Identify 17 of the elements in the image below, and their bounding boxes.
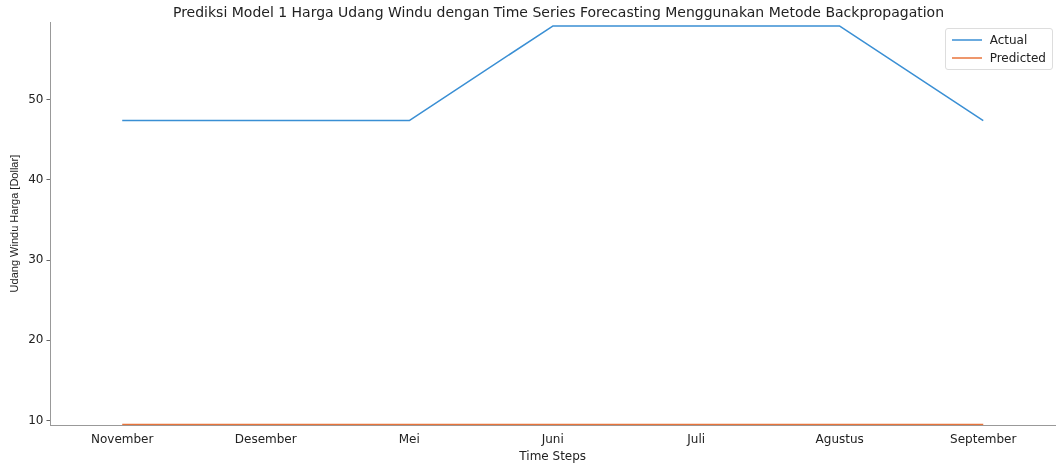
y-axis-title: Udang Windu Harga [Dollar] bbox=[7, 154, 20, 293]
legend-label: Predicted bbox=[989, 51, 1046, 65]
y-tick-label: 10 bbox=[28, 412, 44, 427]
y-tick-label: 50 bbox=[28, 91, 44, 106]
x-tick-label: Juli bbox=[686, 431, 706, 446]
y-tick-label: 20 bbox=[28, 332, 44, 347]
y-tick-label: 30 bbox=[28, 252, 44, 267]
x-tick-label: Juni bbox=[540, 431, 564, 446]
x-axis-title: Time Steps bbox=[518, 448, 587, 463]
x-tick-label: Mei bbox=[398, 431, 420, 446]
x-tick-label: November bbox=[91, 431, 154, 446]
y-tick-label: 40 bbox=[28, 172, 44, 187]
legend-label: Actual bbox=[989, 33, 1028, 47]
chart-title: Prediksi Model 1 Harga Udang Windu dengan Time Series Forecasting Menggunakan Metode Backpropagation bbox=[171, 4, 946, 20]
x-tick-label: Desember bbox=[234, 431, 297, 446]
x-tick-label: September bbox=[950, 431, 1017, 446]
x-tick-label: Agustus bbox=[815, 431, 864, 446]
